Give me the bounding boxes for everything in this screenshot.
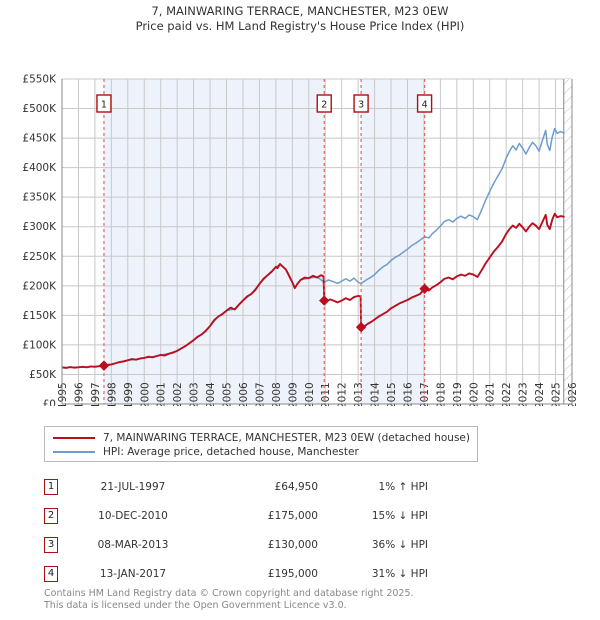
transaction-price: £64,950 xyxy=(274,480,318,493)
svg-text:2: 2 xyxy=(321,100,327,111)
svg-text:2003: 2003 xyxy=(189,382,201,406)
footer-attribution: Contains HM Land Registry data © Crown c… xyxy=(44,588,564,611)
svg-text:2009: 2009 xyxy=(287,382,299,406)
ownership-bands xyxy=(103,79,425,404)
svg-text:2024: 2024 xyxy=(534,382,546,406)
legend-item-price-paid: 7, MAINWARING TERRACE, MANCHESTER, M23 0… xyxy=(51,431,471,445)
svg-text:1: 1 xyxy=(101,100,107,111)
transaction-hpi-delta: 15% ↓ HPI xyxy=(371,509,428,522)
chart-canvas: £0 £50K £100K £150K £200K £250K £300K £350K £400… xyxy=(22,74,579,407)
transaction-date: 10-DEC-2010 xyxy=(98,509,168,522)
svg-text:1999: 1999 xyxy=(123,382,135,406)
svg-text:2013: 2013 xyxy=(353,382,365,406)
svg-text:2017: 2017 xyxy=(419,382,431,406)
legend-swatch-hpi xyxy=(53,451,95,453)
svg-text:4: 4 xyxy=(422,100,428,111)
footer-line-1: Contains HM Land Registry data © Crown c… xyxy=(44,588,414,599)
svg-text:£500K: £500K xyxy=(22,103,57,115)
svg-text:2020: 2020 xyxy=(468,382,480,406)
table-row[interactable]: 3 08-MAR-2013 £130,000 36% ↓ HPI xyxy=(44,530,464,559)
svg-text:2025: 2025 xyxy=(551,382,563,406)
y-axis-labels: £0 £50K £100K £150K £200K £250K £300K £350K £400… xyxy=(22,74,57,407)
x-axis-labels: 1995 1996 1997 1998 1999 2000 2001 2002 2003 2004… xyxy=(57,382,579,406)
svg-text:2011: 2011 xyxy=(320,382,332,406)
transaction-badge: 4 xyxy=(44,565,58,582)
svg-text:£550K: £550K xyxy=(22,74,57,86)
svg-text:1996: 1996 xyxy=(73,382,85,406)
chart-title-block: 7, MAINWARING TERRACE, MANCHESTER, M23 0… xyxy=(0,0,600,34)
transaction-date: 21-JUL-1997 xyxy=(100,480,166,493)
svg-text:2016: 2016 xyxy=(402,382,414,406)
axis-lines xyxy=(61,79,573,405)
svg-text:2008: 2008 xyxy=(271,382,283,406)
svg-text:£150K: £150K xyxy=(22,310,57,322)
svg-text:2004: 2004 xyxy=(205,382,217,406)
svg-text:2000: 2000 xyxy=(139,382,151,406)
transactions-table: 1 21-JUL-1997 £64,950 1% ↑ HPI 2 10-DEC-… xyxy=(44,472,464,588)
svg-text:2001: 2001 xyxy=(156,382,168,406)
transaction-hpi-delta: 36% ↓ HPI xyxy=(371,538,428,551)
table-row[interactable]: 4 13-JAN-2017 £195,000 31% ↓ HPI xyxy=(44,559,464,588)
svg-text:£100K: £100K xyxy=(22,339,57,351)
transaction-badge: 3 xyxy=(44,536,58,553)
svg-text:2014: 2014 xyxy=(370,382,382,406)
transaction-hpi-delta: 1% ↑ HPI xyxy=(378,480,428,493)
svg-text:1997: 1997 xyxy=(90,382,102,406)
chart-legend: 7, MAINWARING TERRACE, MANCHESTER, M23 0… xyxy=(44,426,478,462)
transaction-price: £195,000 xyxy=(267,567,318,580)
svg-text:2018: 2018 xyxy=(435,382,447,406)
svg-text:2015: 2015 xyxy=(386,382,398,406)
svg-text:£350K: £350K xyxy=(22,192,57,204)
legend-item-hpi: HPI: Average price, detached house, Manc… xyxy=(51,445,471,459)
svg-text:2023: 2023 xyxy=(518,382,530,406)
svg-text:£300K: £300K xyxy=(22,221,57,233)
svg-text:2012: 2012 xyxy=(337,382,349,406)
svg-text:£400K: £400K xyxy=(22,162,57,174)
svg-text:2026: 2026 xyxy=(567,382,579,406)
series-lines xyxy=(62,127,565,369)
svg-text:3: 3 xyxy=(358,100,364,111)
svg-text:£200K: £200K xyxy=(22,280,57,292)
svg-text:2010: 2010 xyxy=(304,382,316,406)
table-row[interactable]: 2 10-DEC-2010 £175,000 15% ↓ HPI xyxy=(44,501,464,530)
legend-label-price-paid: 7, MAINWARING TERRACE, MANCHESTER, M23 0… xyxy=(103,432,470,444)
legend-swatch-price-paid xyxy=(53,437,95,439)
projection-hatch-area xyxy=(563,79,572,404)
svg-text:2005: 2005 xyxy=(222,382,234,406)
transaction-price: £130,000 xyxy=(267,538,318,551)
table-row[interactable]: 1 21-JUL-1997 £64,950 1% ↑ HPI xyxy=(44,472,464,501)
transaction-markers[interactable]: 1 2 3 4 xyxy=(96,79,433,404)
price-history-chart: £0 £50K £100K £150K £200K £250K £300K £350K £400… xyxy=(0,34,600,407)
svg-text:2019: 2019 xyxy=(452,382,464,406)
transaction-date: 13-JAN-2017 xyxy=(99,567,167,580)
svg-text:1998: 1998 xyxy=(106,382,118,406)
transaction-price: £175,000 xyxy=(267,509,318,522)
transaction-hpi-delta: 31% ↓ HPI xyxy=(371,567,428,580)
legend-label-hpi: HPI: Average price, detached house, Manc… xyxy=(103,446,359,458)
transaction-badge: 1 xyxy=(44,478,58,495)
transaction-badge: 2 xyxy=(44,507,58,524)
svg-text:1995: 1995 xyxy=(57,382,69,406)
svg-text:2021: 2021 xyxy=(485,382,497,406)
svg-text:2007: 2007 xyxy=(254,382,266,406)
svg-text:£450K: £450K xyxy=(22,133,57,145)
svg-text:£0: £0 xyxy=(43,399,56,407)
transaction-date: 08-MAR-2013 xyxy=(97,538,169,551)
svg-text:2022: 2022 xyxy=(501,382,513,406)
svg-text:2006: 2006 xyxy=(238,382,250,406)
page-subtitle: Price paid vs. HM Land Registry's House … xyxy=(135,19,465,33)
svg-text:£50K: £50K xyxy=(29,369,57,381)
page-title: 7, MAINWARING TERRACE, MANCHESTER, M23 0… xyxy=(151,4,449,18)
footer-line-2: This data is licensed under the Open Gov… xyxy=(44,599,347,611)
svg-text:£250K: £250K xyxy=(22,251,57,263)
svg-text:2002: 2002 xyxy=(172,382,184,406)
